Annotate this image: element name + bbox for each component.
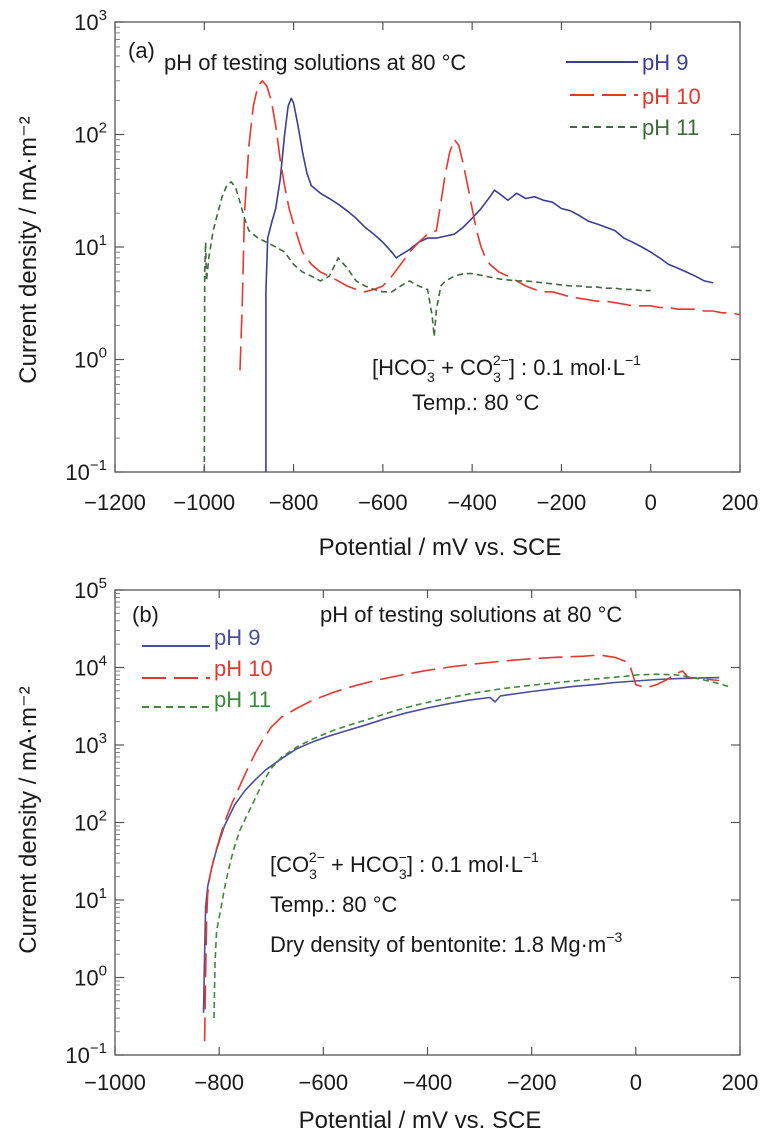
legend-label-ph9-a: pH 9	[642, 50, 688, 75]
y-axis-title-b: Current density / mA·m⁻²	[15, 686, 42, 953]
plot-frame-b	[114, 589, 741, 1056]
y-tick-label-a: 101	[74, 232, 107, 260]
x-tick-label-b: −600	[299, 1070, 349, 1095]
y-tick-label-b: 101	[74, 885, 107, 913]
panel-title-a: pH of testing solutions at 80 °C	[164, 50, 466, 75]
legend-a: pH 9 pH 10 pH 11	[566, 50, 701, 140]
panel-label-b: (b)	[132, 602, 159, 627]
annotation-line-2-a: Temp.: 80 °C	[412, 390, 540, 415]
x-tick-label-b: −200	[507, 1070, 557, 1095]
y-tick-label-b: 102	[74, 808, 107, 836]
series-line-ph10-b	[203, 654, 720, 1042]
annotation-line-2-b: Temp.: 80 °C	[270, 892, 398, 917]
x-tick-label-b: 0	[630, 1070, 642, 1095]
annotation-line-3-b: Dry density of bentonite: 1.8 Mg·m−3	[270, 929, 622, 957]
y-axis-title-a: Current density / mA·m⁻²	[15, 116, 42, 383]
chart-panel-b: (b) pH of testing solutions at 80 °C pH …	[15, 575, 758, 1134]
x-tick-label-a: −800	[269, 490, 319, 515]
x-axis-title-b: Potential / mV vs. SCE	[299, 1107, 542, 1134]
legend-label-ph10-b: pH 10	[214, 656, 273, 681]
x-tick-label-b: −1000	[84, 1070, 146, 1095]
x-tick-label-a: −600	[358, 490, 408, 515]
x-tick-label-a: −200	[537, 490, 587, 515]
series-line-ph9-b	[202, 676, 720, 1013]
y-tick-label-a: 102	[74, 120, 107, 148]
x-axis-title-a: Potential / mV vs. SCE	[319, 534, 562, 561]
y-tick-label-b: 103	[74, 730, 107, 758]
y-tick-label-a: 10−1	[65, 457, 107, 485]
x-tick-label-b: −400	[403, 1070, 453, 1095]
chart-panel-a: (a) pH of testing solutions at 80 °C pH …	[15, 7, 758, 561]
y-tick-label-a: 100	[74, 345, 107, 373]
x-tick-label-a: 200	[722, 490, 759, 515]
series-line-ph9-a	[265, 97, 714, 472]
legend-label-ph11-b: pH 11	[214, 687, 271, 712]
y-tick-label-b: 100	[74, 963, 107, 991]
legend-b: pH 9 pH 10 pH 11	[142, 625, 273, 712]
y-tick-label-b: 105	[74, 575, 107, 603]
legend-label-ph11-a: pH 11	[642, 115, 699, 140]
x-tick-label-a: −1200	[84, 490, 146, 515]
annotation-line-1-a: [HCO3− + CO32−] : 0.1 mol·L−1	[372, 352, 641, 385]
y-tick-label-b: 10−1	[65, 1040, 107, 1068]
series-line-ph11-a	[203, 181, 651, 473]
panel-label-a: (a)	[128, 38, 155, 63]
y-tick-label-a: 103	[74, 7, 107, 35]
legend-label-ph9-b: pH 9	[214, 625, 260, 650]
panel-title-b: pH of testing solutions at 80 °C	[320, 602, 622, 627]
x-tick-label-b: 200	[722, 1070, 759, 1095]
x-tick-label-a: −400	[447, 490, 497, 515]
x-tick-label-b: −800	[194, 1070, 244, 1095]
series-line-ph11-b	[213, 673, 730, 1019]
annotation-line-1-b: [CO32− + HCO3−] : 0.1 mol·L−1	[270, 849, 539, 882]
x-tick-label-a: 0	[645, 490, 657, 515]
x-tick-label-a: −1000	[173, 490, 235, 515]
series-line-ph10-a	[239, 80, 741, 371]
y-tick-label-b: 104	[74, 653, 107, 681]
legend-label-ph10-a: pH 10	[642, 84, 701, 109]
